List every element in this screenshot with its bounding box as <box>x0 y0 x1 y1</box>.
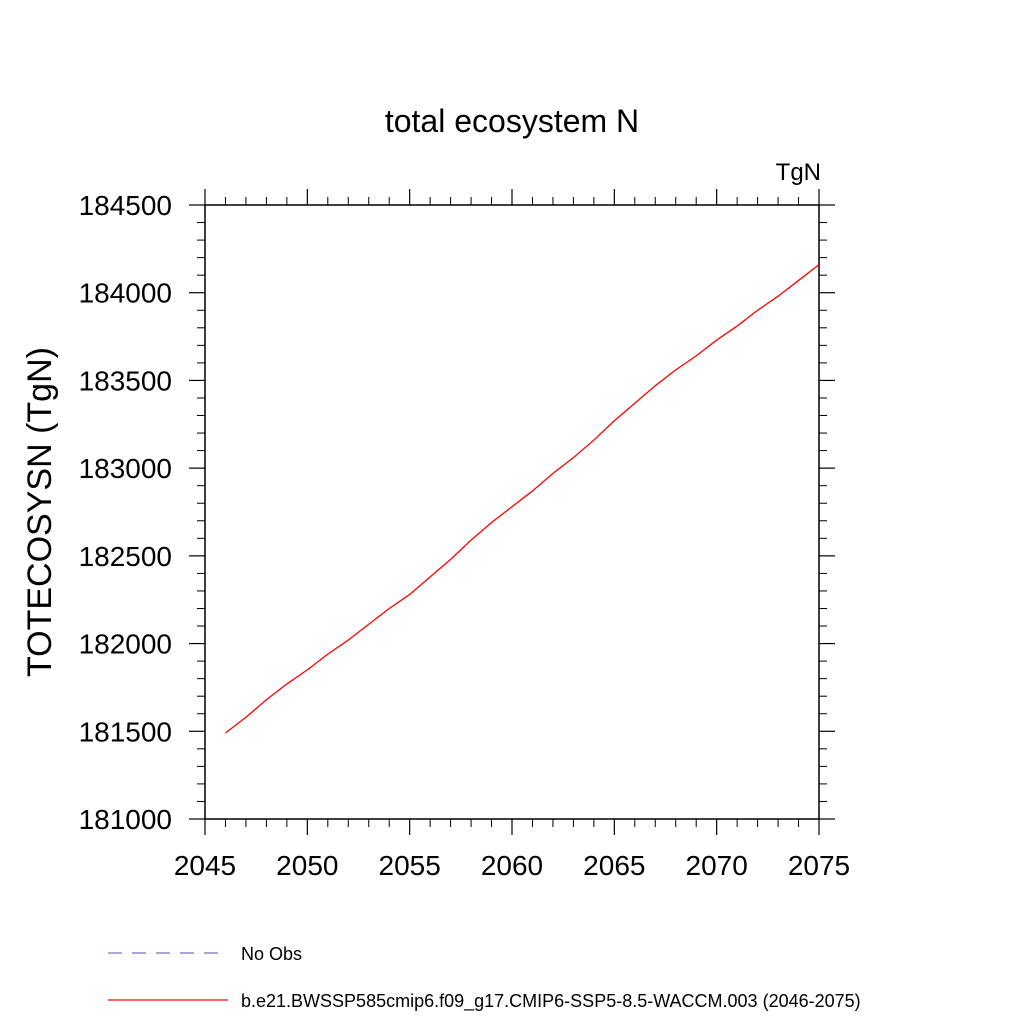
y-tick-label: 184500 <box>79 190 172 221</box>
y-axis-label: TOTECOSYSN (TgN) <box>21 347 59 677</box>
plot-frame <box>204 204 820 820</box>
y-tick-label: 182000 <box>79 629 172 660</box>
units-label: TgN <box>776 159 821 186</box>
legend-label-1: No Obs <box>241 944 302 964</box>
x-tick-label: 2060 <box>481 850 543 881</box>
y-tick-label: 181000 <box>79 804 172 835</box>
x-tick-label: 2070 <box>686 850 748 881</box>
y-tick-label: 183500 <box>79 365 172 396</box>
x-tick-label: 2075 <box>788 850 850 881</box>
legend-label-2: b.e21.BWSSP585cmip6.f09_g17.CMIP6-SSP5-8… <box>241 991 861 1012</box>
y-tick-label: 184000 <box>79 278 172 309</box>
chart-title: total ecosystem N <box>385 103 639 139</box>
x-tick-label: 2055 <box>379 850 441 881</box>
x-tick-label: 2065 <box>583 850 645 881</box>
x-tick-label: 2050 <box>276 850 338 881</box>
x-tick-label: 2045 <box>174 850 236 881</box>
series-line-1 <box>225 264 820 734</box>
y-tick-label: 181500 <box>79 716 172 747</box>
y-tick-label: 182500 <box>79 541 172 572</box>
y-tick-label: 183000 <box>79 453 172 484</box>
